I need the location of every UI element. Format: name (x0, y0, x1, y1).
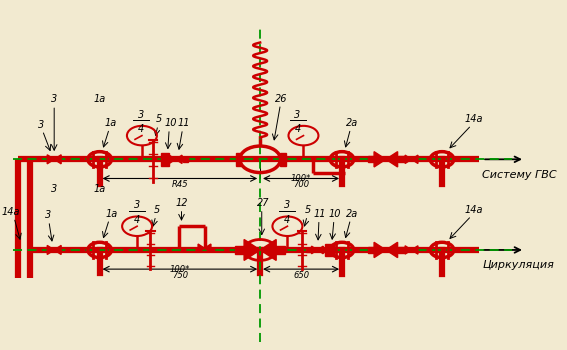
Bar (367, 156, 374, 162)
Polygon shape (386, 242, 397, 258)
Text: 14а: 14а (465, 205, 483, 215)
Text: 1а: 1а (94, 93, 106, 104)
Polygon shape (54, 245, 61, 254)
Bar (325, 244, 334, 256)
Polygon shape (47, 155, 54, 164)
Text: 3: 3 (37, 120, 44, 130)
Polygon shape (412, 155, 418, 163)
Polygon shape (318, 246, 323, 254)
Text: 10: 10 (164, 118, 176, 128)
Polygon shape (198, 244, 205, 252)
Text: 4: 4 (138, 125, 145, 134)
Text: 26: 26 (276, 93, 288, 104)
Text: 3: 3 (294, 110, 301, 120)
Text: 3: 3 (138, 110, 145, 120)
Text: 10: 10 (329, 209, 341, 219)
Text: 27: 27 (256, 198, 269, 208)
Bar (235, 153, 241, 166)
Text: Систему ГВС: Систему ГВС (482, 170, 557, 180)
Text: 14а: 14а (465, 114, 483, 125)
Text: 1а: 1а (105, 209, 117, 219)
Polygon shape (386, 152, 397, 167)
Text: 3: 3 (284, 200, 290, 210)
Text: 5: 5 (156, 114, 162, 125)
Bar (235, 246, 244, 254)
Text: 4: 4 (134, 215, 140, 225)
Text: 2а: 2а (345, 118, 358, 128)
Text: 1а: 1а (104, 118, 116, 128)
Text: 3: 3 (51, 184, 57, 194)
Polygon shape (260, 239, 276, 260)
Text: 700: 700 (293, 180, 309, 189)
Bar (160, 153, 169, 166)
Polygon shape (374, 242, 386, 258)
Text: 5: 5 (305, 205, 311, 215)
Polygon shape (47, 245, 54, 254)
Text: 3: 3 (134, 200, 140, 210)
Text: 4: 4 (294, 125, 301, 134)
Polygon shape (311, 246, 318, 254)
Text: 4: 4 (284, 215, 290, 225)
Text: 650: 650 (293, 271, 309, 280)
Bar (163, 157, 168, 162)
Text: 11: 11 (314, 209, 326, 219)
Text: 2а: 2а (345, 209, 358, 219)
Polygon shape (412, 246, 418, 254)
Text: R45: R45 (172, 180, 188, 189)
Text: 14а: 14а (2, 207, 20, 217)
Text: 3: 3 (45, 210, 51, 220)
Text: 12: 12 (175, 198, 188, 208)
Text: 3: 3 (51, 93, 57, 104)
Text: 5: 5 (154, 205, 160, 215)
Polygon shape (205, 244, 211, 252)
Bar (367, 247, 374, 253)
Text: 1а: 1а (94, 184, 106, 194)
Polygon shape (169, 155, 176, 163)
Polygon shape (244, 239, 260, 260)
Polygon shape (54, 155, 61, 164)
Bar (183, 157, 188, 162)
Polygon shape (176, 155, 182, 163)
Bar (281, 153, 286, 166)
Bar (397, 156, 404, 162)
Text: 11: 11 (177, 118, 190, 128)
Bar (324, 248, 329, 252)
Text: Циркуляция: Циркуляция (482, 260, 554, 271)
Bar (306, 248, 310, 252)
Polygon shape (405, 155, 412, 163)
Polygon shape (374, 152, 386, 167)
Text: 750: 750 (172, 271, 188, 280)
Bar (397, 247, 404, 253)
Bar (276, 246, 285, 254)
Polygon shape (405, 246, 412, 254)
Text: 100*: 100* (291, 174, 311, 183)
Text: 100*: 100* (170, 265, 190, 274)
